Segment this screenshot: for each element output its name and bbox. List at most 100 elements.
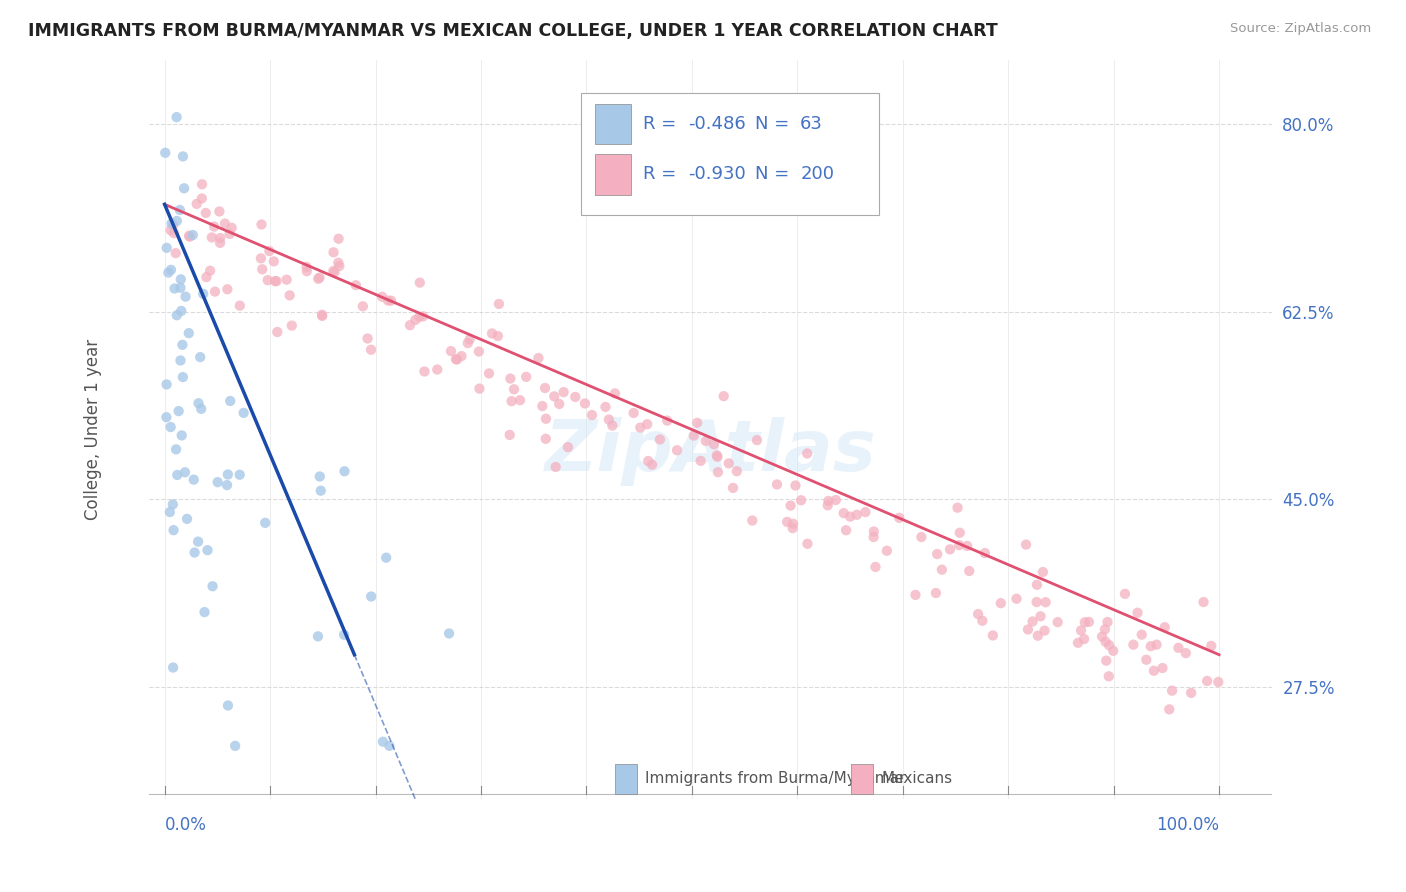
Point — [278, 288, 301, 302]
Point — [198, 263, 221, 277]
Point — [165, 442, 187, 457]
Point — [201, 579, 224, 593]
Point — [1091, 630, 1114, 644]
Point — [399, 318, 422, 333]
Point — [155, 145, 177, 160]
Point — [169, 202, 191, 217]
Point — [254, 516, 277, 530]
Point — [322, 264, 344, 278]
Point — [160, 217, 183, 231]
Point — [360, 590, 382, 604]
Point — [967, 607, 990, 621]
Point — [1032, 565, 1054, 579]
Point — [468, 344, 491, 359]
Point — [380, 293, 402, 308]
Text: 0.0%: 0.0% — [165, 815, 207, 833]
Point — [713, 389, 735, 403]
Point — [695, 434, 717, 448]
Point — [1073, 632, 1095, 646]
Point — [155, 410, 177, 425]
Point — [657, 414, 679, 428]
Point — [162, 218, 184, 232]
Point — [1029, 609, 1052, 624]
Point — [1192, 595, 1215, 609]
Point — [333, 464, 356, 478]
Point — [488, 297, 510, 311]
Point — [790, 493, 813, 508]
Point — [686, 416, 709, 430]
Point — [165, 246, 187, 260]
Point — [224, 739, 246, 753]
Point — [218, 227, 240, 241]
Point — [721, 481, 744, 495]
Text: ZipAtlas: ZipAtlas — [544, 417, 876, 486]
Point — [598, 412, 620, 426]
Point — [1167, 640, 1189, 655]
Point — [408, 310, 430, 324]
Point — [197, 543, 219, 558]
Point — [602, 418, 624, 433]
Point — [534, 432, 557, 446]
Point — [183, 545, 205, 559]
Point — [1161, 683, 1184, 698]
Point — [1126, 606, 1149, 620]
Point — [170, 304, 193, 318]
Point — [169, 281, 191, 295]
Point — [163, 226, 186, 240]
Point — [193, 286, 215, 301]
Point — [689, 454, 711, 468]
Point — [444, 352, 467, 367]
Point — [503, 382, 526, 396]
Point — [295, 260, 318, 274]
Point — [1206, 675, 1229, 690]
Point — [481, 326, 503, 341]
Point — [1143, 664, 1166, 678]
Point — [865, 560, 887, 574]
Point — [531, 399, 554, 413]
Point — [824, 493, 846, 508]
Point — [172, 149, 194, 163]
Point — [1074, 615, 1097, 630]
Text: Mexicans: Mexicans — [882, 772, 952, 786]
Point — [450, 349, 472, 363]
Point — [574, 396, 596, 410]
Point — [931, 563, 953, 577]
Point — [509, 393, 531, 408]
Point — [186, 197, 208, 211]
Point — [217, 282, 239, 296]
Bar — [851, 764, 873, 794]
Text: Immigrants from Burma/Myanmar: Immigrants from Burma/Myanmar — [645, 772, 905, 786]
Point — [187, 396, 209, 410]
Bar — [614, 764, 637, 794]
Point — [166, 110, 188, 124]
Point — [173, 181, 195, 195]
Point — [307, 629, 329, 643]
Point — [176, 512, 198, 526]
Point — [167, 404, 190, 418]
Point — [458, 332, 481, 346]
Point — [174, 465, 197, 479]
Point — [478, 367, 501, 381]
Point — [636, 417, 658, 432]
Point — [534, 411, 557, 425]
Point — [412, 310, 434, 324]
Point — [1152, 661, 1174, 675]
Point — [162, 660, 184, 674]
Point — [344, 278, 367, 293]
Point — [603, 386, 626, 401]
Point — [785, 478, 807, 492]
Point — [190, 401, 212, 416]
Point — [845, 508, 868, 522]
Point — [188, 350, 211, 364]
Point — [1146, 638, 1168, 652]
Point — [309, 483, 332, 498]
Point — [228, 467, 250, 482]
Point — [1098, 638, 1121, 652]
Text: N =: N = — [755, 115, 796, 133]
Point — [375, 550, 398, 565]
Point — [623, 406, 645, 420]
Point — [782, 516, 804, 531]
Point — [191, 178, 214, 192]
Text: 200: 200 — [800, 165, 834, 183]
Point — [263, 254, 285, 268]
